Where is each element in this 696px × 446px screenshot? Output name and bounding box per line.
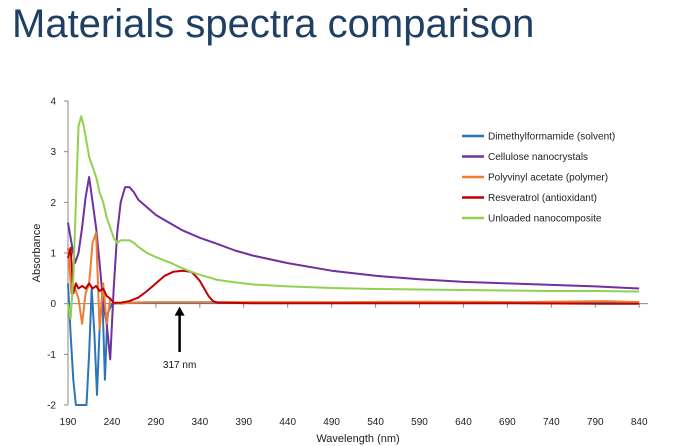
legend-entry-0: Dimethylformamide (solvent) xyxy=(488,132,615,143)
x-tick-label: 440 xyxy=(279,417,296,428)
legend-entry-4: Unloaded nanocomposite xyxy=(488,214,602,225)
x-tick-label: 590 xyxy=(411,417,428,428)
y-tick-label: 0 xyxy=(50,299,56,310)
x-tick-label: 340 xyxy=(191,417,208,428)
x-tick-label: 390 xyxy=(235,417,252,428)
x-tick-label: 690 xyxy=(499,417,516,428)
legend-entry-1: Cellulose nanocrystals xyxy=(488,152,588,163)
series-line-2 xyxy=(67,231,640,330)
x-tick-label: 840 xyxy=(631,417,648,428)
slide-title: Materials spectra comparison xyxy=(12,2,535,46)
y-tick-label: -2 xyxy=(47,401,56,412)
x-tick-label: 290 xyxy=(148,417,165,428)
y-tick-label: 4 xyxy=(50,97,56,108)
y-tick-label: 1 xyxy=(50,249,56,260)
y-tick-label: -1 xyxy=(47,350,56,361)
legend-entry-2: Polyvinyl acetate (polymer) xyxy=(488,173,608,184)
legend-entry-3: Resveratrol (antioxidant) xyxy=(488,193,597,204)
series-line-4 xyxy=(67,115,640,320)
series-line-3 xyxy=(67,246,640,305)
series-line-1 xyxy=(67,176,640,361)
y-tick-label: 2 xyxy=(50,198,56,209)
axes-group: -2 -1 0 1 2 3 4 190 240 290 340 390 440 490 540 590 640 6… xyxy=(47,97,648,428)
x-tick-label: 240 xyxy=(104,417,121,428)
annotation-layer: 317 nm xyxy=(163,306,196,371)
x-axis-label: Wavelength (nm) xyxy=(316,433,399,445)
annotation-label: 317 nm xyxy=(163,360,196,371)
annotation-arrow-head xyxy=(174,306,185,316)
legend: Dimethylformamide (solvent) Cellulose nan… xyxy=(462,132,615,225)
series-layer xyxy=(67,115,640,406)
x-tick-label: 640 xyxy=(455,417,472,428)
x-tick-label: 540 xyxy=(367,417,384,428)
y-axis-label: Absorbance xyxy=(31,224,43,283)
y-tick-label: 3 xyxy=(50,147,56,158)
x-tick-label: 790 xyxy=(587,417,604,428)
x-tick-label: 740 xyxy=(543,417,560,428)
x-tick-label: 190 xyxy=(60,417,77,428)
x-tick-label: 490 xyxy=(323,417,340,428)
